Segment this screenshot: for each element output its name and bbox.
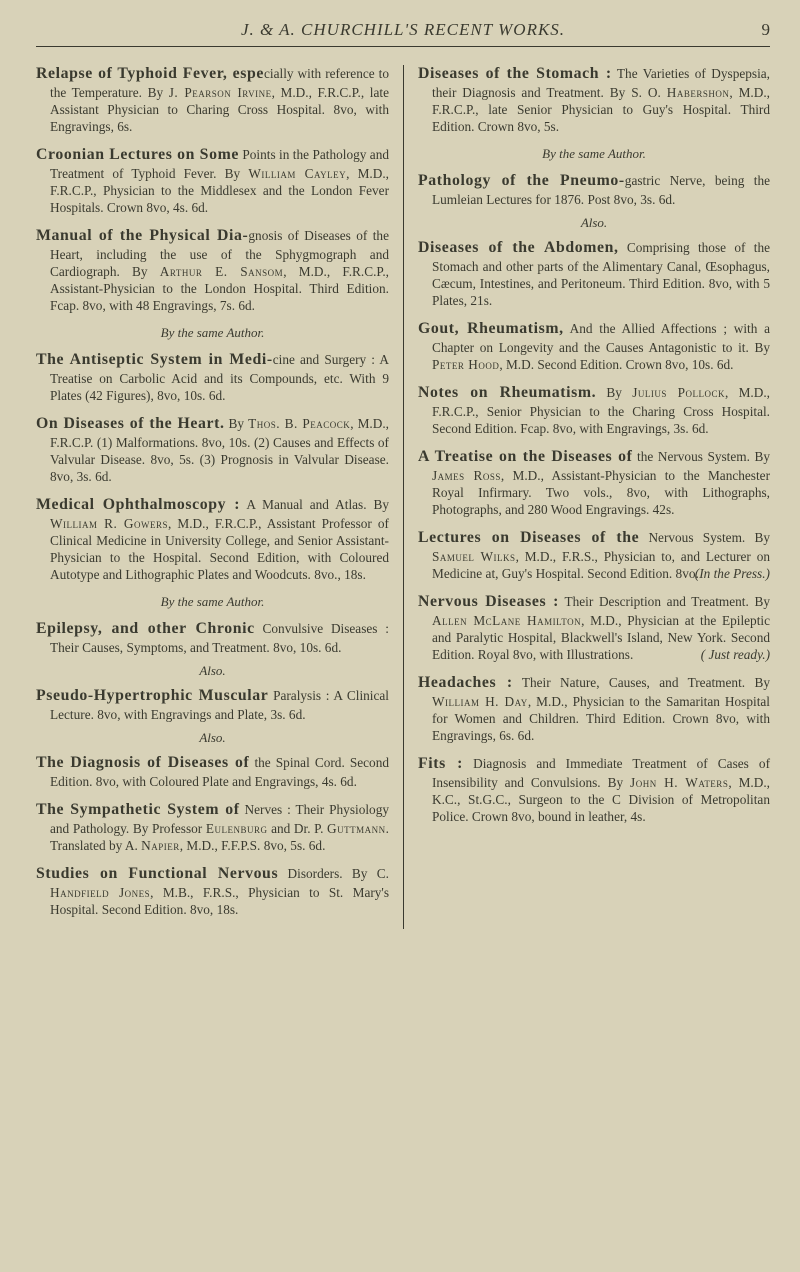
right-column: Diseases of the Stomach : The Varieties … bbox=[403, 65, 770, 929]
byline-also: Also. bbox=[418, 215, 770, 231]
catalog-entry: Epilepsy, and other Chronic Convulsive D… bbox=[36, 620, 389, 656]
catalog-entry: Headaches : Their Nature, Causes, and Tr… bbox=[418, 674, 770, 744]
catalog-entry: Diseases of the Abdomen, Comprising thos… bbox=[418, 239, 770, 309]
running-head: J. & A. CHURCHILL'S RECENT WORKS. bbox=[241, 20, 565, 40]
catalog-entry: A Treatise on the Diseases of the Nervou… bbox=[418, 448, 770, 518]
page: J. & A. CHURCHILL'S RECENT WORKS. 9 Rela… bbox=[0, 0, 800, 949]
columns: Relapse of Typhoid Fever, especially wit… bbox=[36, 65, 770, 929]
page-number: 9 bbox=[762, 20, 771, 40]
byline-same-author: By the same Author. bbox=[36, 325, 389, 341]
catalog-entry: On Diseases of the Heart. By Thos. B. Pe… bbox=[36, 415, 389, 485]
byline-also: Also. bbox=[36, 663, 389, 679]
catalog-entry: Studies on Functional Nervous Disorders.… bbox=[36, 865, 389, 918]
left-column: Relapse of Typhoid Fever, especially wit… bbox=[36, 65, 403, 929]
catalog-entry: The Diagnosis of Diseases of the Spinal … bbox=[36, 754, 389, 790]
catalog-entry: The Antiseptic System in Medi-cine and S… bbox=[36, 351, 389, 404]
catalog-entry: The Sympathetic System of Nerves : Their… bbox=[36, 801, 389, 854]
catalog-entry: Gout, Rheumatism, And the Allied Affecti… bbox=[418, 320, 770, 373]
catalog-entry: Manual of the Physical Dia-gnosis of Dis… bbox=[36, 227, 389, 314]
catalog-entry: Notes on Rheumatism. By Julius Pollock, … bbox=[418, 384, 770, 437]
byline-same-author: By the same Author. bbox=[36, 594, 389, 610]
catalog-entry: Relapse of Typhoid Fever, especially wit… bbox=[36, 65, 389, 135]
byline-also: Also. bbox=[36, 730, 389, 746]
catalog-entry: Lectures on Diseases of the Nervous Syst… bbox=[418, 529, 770, 582]
byline-same-author: By the same Author. bbox=[418, 146, 770, 162]
catalog-entry: Medical Ophthalmoscopy : A Manual and At… bbox=[36, 496, 389, 583]
header-row: J. & A. CHURCHILL'S RECENT WORKS. 9 bbox=[36, 20, 770, 40]
header-rule bbox=[36, 46, 770, 47]
catalog-entry: Nervous Diseases : Their Description and… bbox=[418, 593, 770, 663]
catalog-entry: Diseases of the Stomach : The Varieties … bbox=[418, 65, 770, 135]
catalog-entry: Fits : Diagnosis and Immediate Treatment… bbox=[418, 755, 770, 825]
catalog-entry: Pseudo-Hypertrophic Muscular Paralysis :… bbox=[36, 687, 389, 723]
catalog-entry: Croonian Lectures on Some Points in the … bbox=[36, 146, 389, 216]
catalog-entry: Pathology of the Pneumo-gastric Nerve, b… bbox=[418, 172, 770, 208]
